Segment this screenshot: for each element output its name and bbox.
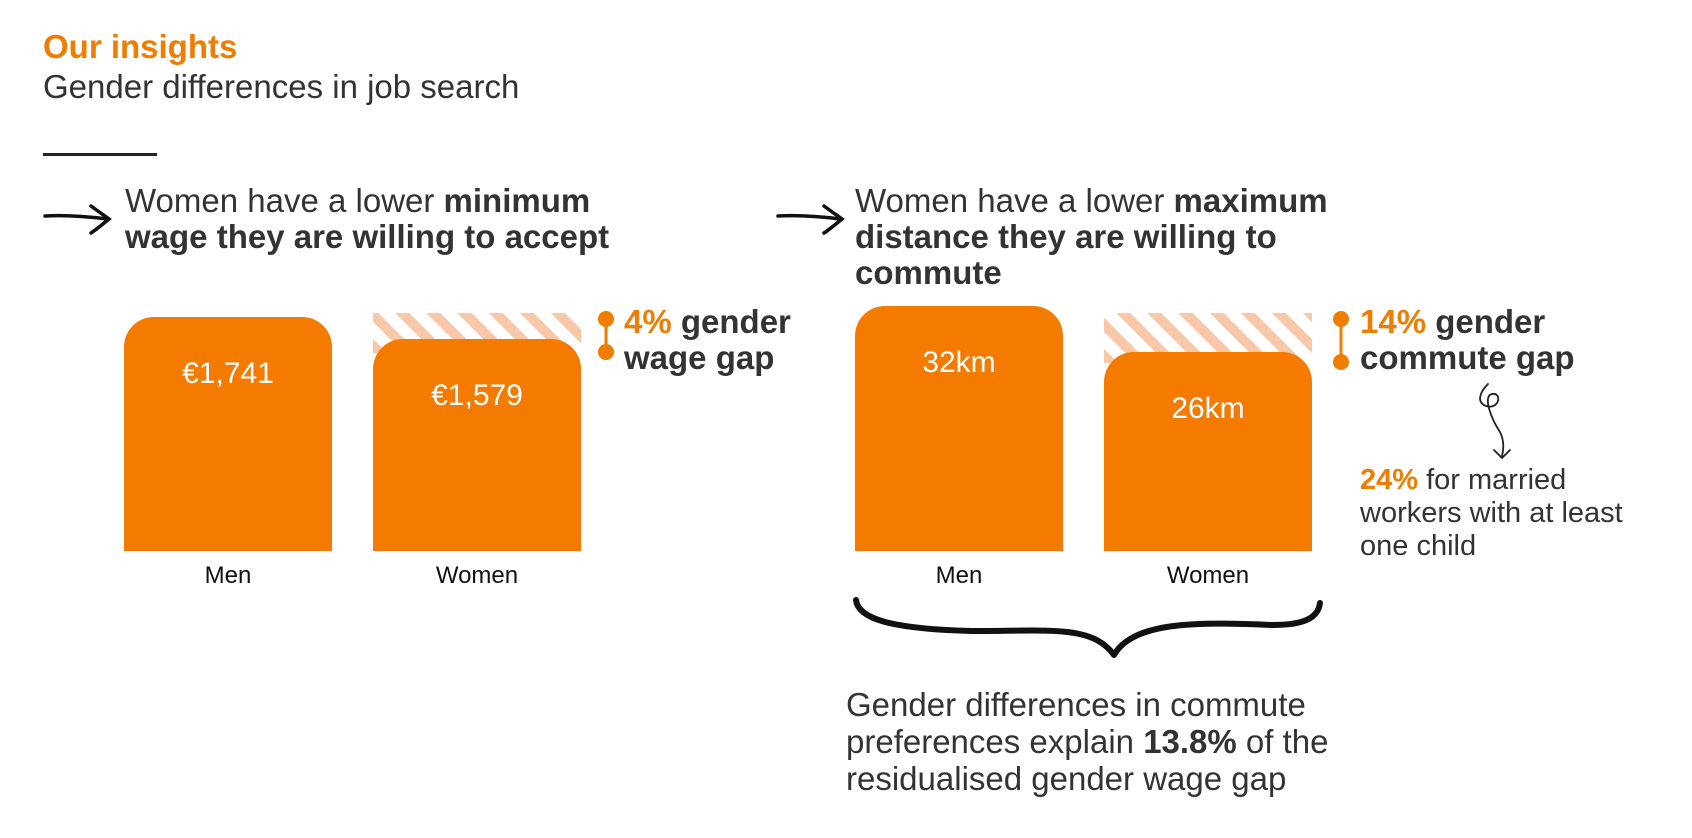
bar-women-wage: €1,579 xyxy=(373,339,581,551)
category-label-men: Men xyxy=(935,562,983,589)
bar-women-commute: 26km xyxy=(1104,352,1312,551)
commute-gap-text: gender xyxy=(1426,303,1546,340)
bar-value-label: €1,579 xyxy=(431,379,523,412)
note-pct: 24% xyxy=(1360,464,1419,496)
married-workers-note: 24% for married workers with at least on… xyxy=(1360,464,1623,563)
conclusion-text: Gender differences in commute preference… xyxy=(846,686,1406,797)
wage-gap-text-2: wage gap xyxy=(624,339,775,376)
conclusion-highlight: 13.8% xyxy=(1143,723,1237,760)
bar-value-label: 26km xyxy=(1171,392,1245,425)
arrow-right-icon xyxy=(776,204,845,235)
conclusion-line-2-end: of the xyxy=(1236,723,1329,760)
panel2-heading-text: Women have a lower xyxy=(855,182,1174,219)
page-title: Gender differences in job search xyxy=(43,68,520,105)
conclusion-line-2: preferences explain xyxy=(846,723,1144,760)
note-text-1: for married xyxy=(1418,464,1567,496)
curly-brace-icon xyxy=(853,597,1323,658)
title-divider xyxy=(43,153,157,156)
panel2-heading: Women have a lower maximum distance they… xyxy=(855,183,1395,291)
arrow-right-icon xyxy=(43,204,112,235)
conclusion-line-1: Gender differences in commute xyxy=(846,686,1306,723)
section-kicker: Our insights xyxy=(43,28,238,65)
panel2-heading-bold: maximum distance they are willing to com… xyxy=(855,182,1328,291)
curly-arrow-icon xyxy=(1479,383,1511,460)
commute-gap-text-2: commute gap xyxy=(1360,339,1575,376)
wage-gap-callout: 4% gender wage gap xyxy=(624,304,791,376)
commute-gap-callout: 14% gender commute gap xyxy=(1360,304,1575,376)
panel1-heading-bold: minimum wage they are willing to accept xyxy=(125,182,610,255)
category-label-women: Women xyxy=(1166,562,1250,589)
wage-gap-pct: 4% xyxy=(624,303,672,340)
category-label-women: Women xyxy=(435,562,519,589)
bar-men-wage: €1,741 xyxy=(124,317,332,551)
panel1-heading: Women have a lower minimum wage they are… xyxy=(125,183,665,255)
panel1-heading-text: Women have a lower xyxy=(125,182,444,219)
gap-marker-icon xyxy=(598,311,614,360)
note-text-3: one child xyxy=(1360,530,1477,562)
commute-gap-pct: 14% xyxy=(1360,303,1427,340)
bar-value-label: 32km xyxy=(922,346,996,379)
category-label-men: Men xyxy=(204,562,252,589)
wage-gap-text: gender xyxy=(671,303,791,340)
bar-men-commute: 32km xyxy=(855,306,1063,551)
conclusion-line-3: residualised gender wage gap xyxy=(846,760,1287,797)
bar-value-label: €1,741 xyxy=(182,357,274,390)
note-text-2: workers with at least xyxy=(1360,497,1623,529)
gap-marker-icon xyxy=(1333,311,1349,370)
